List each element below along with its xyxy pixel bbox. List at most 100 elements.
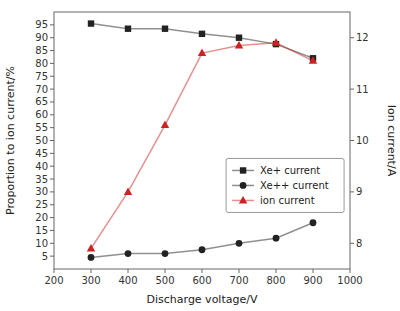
point [273,235,280,242]
y2-tick-label: 8 [356,238,362,249]
y2-tick-label: 9 [356,186,362,197]
y2-axis-label: Ion current/A [385,105,398,177]
point [309,56,317,64]
series-line [91,223,313,258]
legend-box [226,158,344,212]
x-axis-label: Discharge voltage/V [147,293,258,306]
legend: Xe+ currentXe++ currention current [226,158,344,212]
y-tick [50,76,54,77]
y-tick-label: 30 [35,186,48,197]
point [199,31,205,37]
y-tick [50,50,54,51]
y-tick-label: 55 [35,122,48,133]
x-tick [54,269,55,273]
point [87,244,95,252]
x-tick [91,269,92,273]
x-tick [313,269,314,273]
y2-tick [350,243,354,244]
y-tick-label: 70 [35,84,48,95]
x-tick-label: 600 [192,275,211,286]
series-line [91,24,313,59]
y-tick-label: 35 [35,174,48,185]
y-tick-label: 80 [35,58,48,69]
x-tick [128,269,129,273]
y-tick [50,230,54,231]
x-tick-label: 800 [266,275,285,286]
point [310,219,317,226]
y2-tick [350,140,354,141]
point [162,26,168,32]
y-tick [50,140,54,141]
point [162,250,169,257]
y-tick-label: 5 [42,251,48,262]
y-tick [50,114,54,115]
y-tick [50,153,54,154]
y-tick-label: 15 [35,225,48,236]
legend-label: Xe+ current [260,165,320,176]
point [88,254,95,261]
point [236,240,243,247]
y-tick [50,179,54,180]
y-tick-label: 60 [35,109,48,120]
y2-tick [350,191,354,192]
y2-tick-label: 10 [356,135,369,146]
legend-label: Xe++ current [260,180,329,191]
y-tick-label: 95 [35,19,48,30]
x-tick [202,269,203,273]
x-tick-label: 700 [229,275,248,286]
x-tick-label: 500 [155,275,174,286]
y-tick-label: 10 [35,238,48,249]
chart: 200 300 400 500 600 700 800 900 1000 5 10 15 20 25 303… [0,0,400,311]
legend-marker [240,182,247,189]
legend-marker [240,167,246,173]
y-tick [50,256,54,257]
y-tick [50,63,54,64]
point [198,49,206,57]
y-tick-label: 45 [35,148,48,159]
x-tick [276,269,277,273]
y-tick [50,24,54,25]
y-axis-label: Proportion to ion current/% [4,66,17,215]
point [272,38,280,46]
x-tick-label: 900 [303,275,322,286]
x-tick [239,269,240,273]
y2-tick [350,37,354,38]
y2-tick [350,89,354,90]
y-tick [50,101,54,102]
y-tick [50,217,54,218]
y2-tick-label: 11 [356,84,369,95]
series-line [91,43,313,249]
y-tick [50,166,54,167]
x-tick [165,269,166,273]
y-tick-label: 75 [35,71,48,82]
x-tick-label: 200 [44,275,63,286]
point [125,250,132,257]
y-tick [50,204,54,205]
point [199,246,206,253]
x-tick-label: 400 [118,275,137,286]
y-tick [50,89,54,90]
legend-marker [239,196,247,204]
y-tick-label: 85 [35,45,48,56]
plot-area [87,20,317,260]
y-tick-label: 50 [35,135,48,146]
point [236,35,242,41]
point [235,41,243,49]
x-tick-label: 300 [81,275,100,286]
y-tick-label: 90 [35,32,48,43]
y-tick [50,37,54,38]
point [88,20,94,26]
point [125,26,131,32]
y-tick [50,127,54,128]
y-tick [50,243,54,244]
point [161,121,169,129]
y-tick-label: 65 [35,96,48,107]
y-tick [50,191,54,192]
plot-frame [54,12,350,269]
y-tick-label: 40 [35,161,48,172]
x-tick-label: 1000 [337,275,362,286]
x-tick [350,269,351,273]
y-tick-label: 25 [35,199,48,210]
y-tick-label: 20 [35,212,48,223]
y2-tick-label: 12 [356,32,369,43]
